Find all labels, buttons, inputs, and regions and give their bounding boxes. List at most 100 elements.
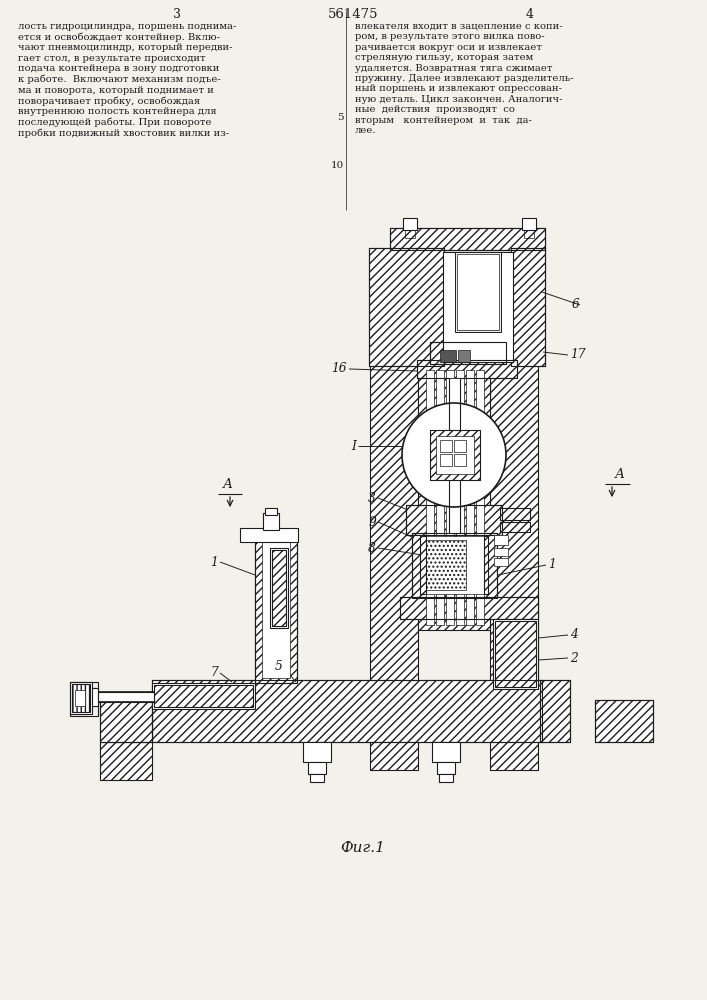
- Bar: [369, 248, 444, 366]
- Bar: [436, 436, 474, 474]
- Bar: [430, 430, 480, 480]
- Bar: [100, 700, 152, 742]
- Bar: [500, 522, 530, 532]
- Bar: [430, 342, 506, 364]
- Text: 4: 4: [570, 629, 578, 642]
- Bar: [403, 218, 417, 230]
- Bar: [265, 508, 277, 515]
- Bar: [272, 550, 286, 626]
- Text: I: I: [351, 440, 356, 452]
- Text: А: А: [615, 468, 625, 481]
- Text: влекателя входит в зацепление с копи-
ром, в результате этого вилка пово-
рачива: влекателя входит в зацепление с копи- ро…: [355, 22, 573, 135]
- Bar: [412, 533, 497, 598]
- Bar: [80, 688, 98, 706]
- Bar: [152, 680, 542, 742]
- Text: 3: 3: [368, 491, 376, 504]
- Bar: [494, 548, 508, 556]
- Bar: [432, 742, 460, 762]
- Bar: [500, 508, 530, 520]
- Bar: [493, 619, 538, 689]
- Bar: [466, 370, 474, 625]
- Bar: [436, 370, 444, 625]
- Bar: [540, 680, 570, 742]
- Bar: [484, 536, 488, 594]
- Bar: [420, 536, 426, 594]
- Bar: [400, 597, 538, 619]
- Bar: [75, 690, 85, 706]
- Bar: [446, 370, 454, 625]
- Bar: [406, 505, 502, 535]
- Bar: [152, 683, 255, 709]
- Bar: [390, 228, 545, 250]
- Bar: [476, 370, 484, 625]
- Bar: [303, 742, 331, 762]
- Bar: [494, 535, 508, 545]
- Bar: [490, 365, 538, 770]
- Bar: [595, 700, 653, 742]
- Bar: [437, 762, 455, 774]
- Bar: [390, 228, 545, 250]
- Bar: [96, 692, 154, 702]
- Text: 8: 8: [368, 542, 376, 554]
- Bar: [522, 218, 536, 230]
- Text: 16: 16: [332, 362, 347, 375]
- Bar: [270, 548, 288, 628]
- Bar: [457, 254, 499, 330]
- Bar: [500, 522, 530, 532]
- Bar: [400, 597, 538, 619]
- Bar: [540, 680, 570, 742]
- Bar: [440, 454, 452, 466]
- Bar: [70, 682, 98, 716]
- Bar: [370, 365, 418, 770]
- Bar: [458, 350, 470, 362]
- Bar: [454, 454, 466, 466]
- Bar: [454, 440, 466, 452]
- Text: 5: 5: [337, 113, 344, 122]
- Bar: [417, 360, 517, 378]
- Bar: [439, 774, 453, 782]
- Bar: [456, 370, 464, 625]
- Bar: [418, 365, 490, 630]
- Bar: [430, 430, 480, 480]
- Bar: [440, 350, 456, 362]
- Bar: [511, 248, 545, 366]
- Circle shape: [402, 403, 506, 507]
- Bar: [406, 505, 502, 535]
- Bar: [405, 230, 415, 238]
- Bar: [524, 230, 534, 238]
- Bar: [424, 540, 466, 590]
- Bar: [443, 252, 513, 362]
- Bar: [494, 558, 508, 566]
- Bar: [369, 248, 444, 366]
- Text: лость гидроцилиндра, поршень поднима-
ется и освобождает контейнер. Вклю-
чают п: лость гидроцилиндра, поршень поднима- ет…: [18, 22, 236, 138]
- Bar: [426, 370, 434, 625]
- Text: 3: 3: [173, 8, 181, 21]
- Text: 6: 6: [572, 298, 580, 312]
- Text: 7: 7: [210, 666, 218, 680]
- Bar: [440, 440, 452, 452]
- Text: 1: 1: [210, 556, 218, 568]
- Bar: [263, 513, 279, 530]
- Text: 4: 4: [526, 8, 534, 21]
- Text: 9: 9: [368, 516, 376, 528]
- Bar: [449, 378, 460, 533]
- Bar: [500, 508, 530, 520]
- Text: А: А: [223, 478, 233, 490]
- Bar: [70, 682, 92, 714]
- Bar: [511, 248, 545, 366]
- Text: 561475: 561475: [328, 8, 378, 21]
- Polygon shape: [100, 742, 152, 760]
- Bar: [152, 680, 542, 742]
- Bar: [417, 360, 517, 378]
- Bar: [100, 700, 152, 742]
- Bar: [240, 528, 298, 542]
- Text: 1: 1: [548, 558, 556, 572]
- Bar: [430, 342, 506, 364]
- Bar: [412, 533, 497, 598]
- Bar: [100, 742, 152, 780]
- Text: 10: 10: [330, 161, 344, 170]
- Bar: [595, 700, 653, 742]
- Text: 2: 2: [570, 652, 578, 664]
- Bar: [255, 535, 297, 683]
- Bar: [455, 252, 501, 332]
